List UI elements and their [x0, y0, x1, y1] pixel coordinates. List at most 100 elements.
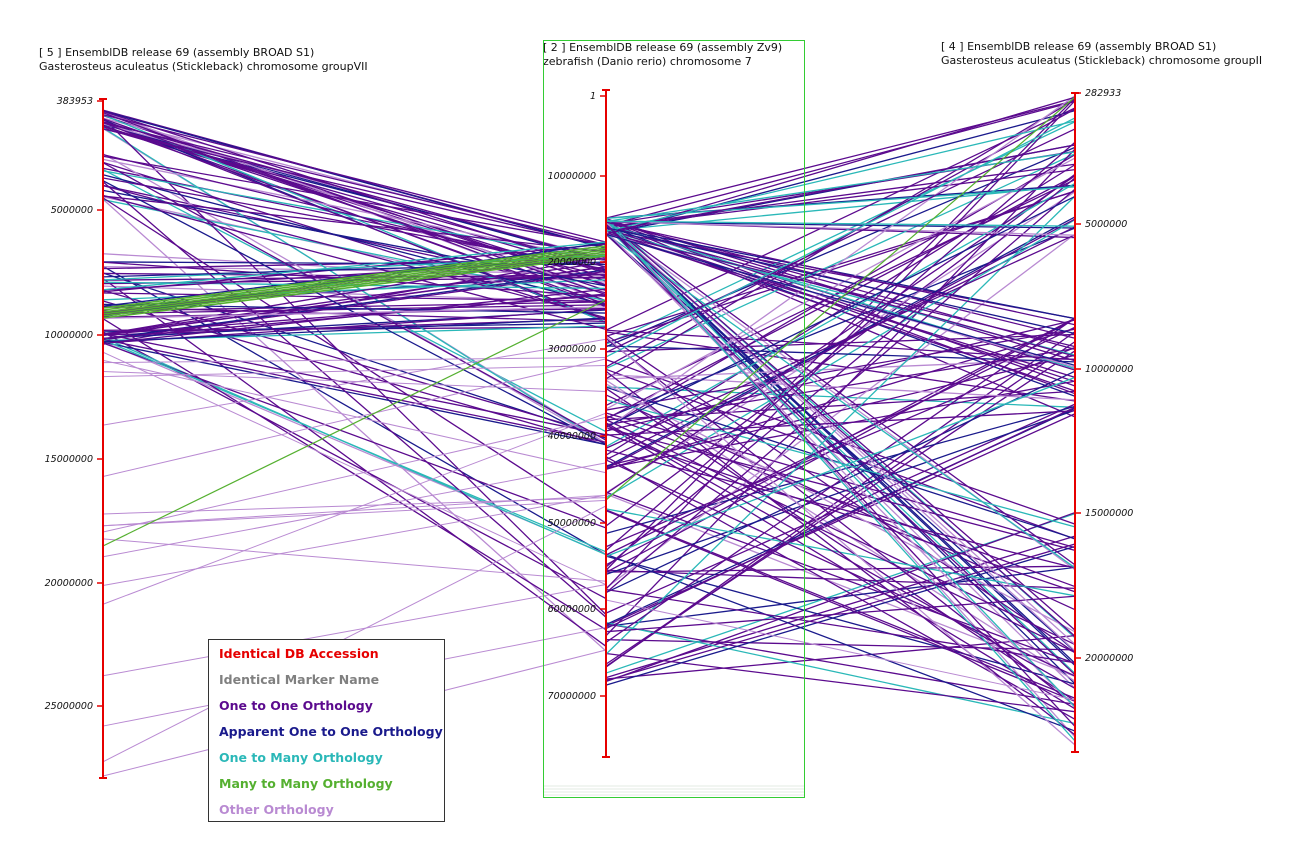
correspondence-line [605, 652, 1076, 713]
correspondence-line [102, 300, 607, 446]
map-subtitle-center: zebrafish (Danio rerio) chromosome 7 [543, 55, 752, 68]
legend-identical-marker-name: Identical Marker Name [219, 672, 380, 687]
correspondence-line [102, 333, 607, 436]
tick-label: 383953 [57, 96, 93, 107]
correspondence-line [102, 155, 607, 246]
correspondence-line [605, 588, 1076, 664]
correspondence-line [102, 118, 607, 296]
correspondence-line [605, 219, 1076, 742]
correspondence-line [605, 141, 1076, 551]
correspondence-line [605, 456, 1076, 720]
correspondence-line [102, 494, 607, 587]
correspondence-line [605, 95, 1076, 430]
map-header-right[interactable]: [ 4 ] EnsemblDB release 69 (assembly BRO… [941, 40, 1262, 68]
correspondence-line [605, 493, 1076, 678]
correspondence-line [605, 175, 1076, 420]
tick-label: 70000000 [548, 691, 596, 702]
correspondence-line [605, 623, 1076, 706]
correspondence-line [605, 163, 1076, 228]
correspondence-line [605, 221, 1076, 566]
correspondence-line [102, 265, 607, 556]
correspondence-line [605, 227, 1076, 383]
correspondence-line [605, 177, 1076, 568]
correspondence-line [605, 345, 1076, 363]
correspondence-line [605, 233, 1076, 366]
correspondence-line [605, 218, 1076, 470]
correspondence-line [605, 376, 1076, 557]
map-title-center: [ 2 ] EnsemblDB release 69 (assembly Zv9… [543, 41, 783, 54]
correspondence-line [605, 326, 1076, 556]
correspondence-line [102, 153, 607, 445]
correspondence-line [102, 416, 607, 533]
correspondence-line [605, 621, 1076, 725]
correspondence-line [605, 370, 1076, 736]
correspondence-line [605, 221, 1076, 326]
correspondence-line [605, 220, 1076, 227]
correspondence-line [102, 245, 607, 309]
correspondence-line [605, 346, 1076, 548]
correspondence-line [102, 351, 607, 586]
selected-map-box[interactable] [543, 40, 805, 798]
correspondence-line [605, 220, 1076, 236]
tick-label: 1 [590, 91, 596, 102]
correspondence-line [605, 148, 1076, 637]
correspondence-line [102, 161, 607, 321]
legend-identical-db-accession: Identical DB Accession [219, 646, 379, 661]
correspondence-line [605, 334, 1076, 654]
map-header-left[interactable]: [ 5 ] EnsemblDB release 69 (assembly BRO… [39, 46, 368, 74]
correspondence-line [605, 157, 1076, 410]
correspondence-line [605, 190, 1076, 337]
correspondence-line [605, 144, 1076, 233]
correspondence-line [102, 241, 607, 291]
correspondence-line [102, 121, 607, 321]
correspondence-line [102, 412, 607, 605]
correspondence-line [605, 327, 1076, 471]
correspondence-line [102, 189, 607, 287]
correspondence-line [605, 219, 1076, 631]
correspondence-line [605, 331, 1076, 402]
correspondence-line [605, 358, 1076, 525]
correspondence-line [605, 511, 1076, 683]
correspondence-line [102, 253, 607, 317]
tick-label: 15000000 [1085, 508, 1133, 519]
correspondence-line [102, 162, 607, 441]
correspondence-line [102, 255, 607, 319]
correspondence-line [605, 413, 1076, 627]
correspondence-line [605, 449, 1076, 569]
correspondence-line [605, 96, 1076, 236]
correspondence-line [605, 168, 1076, 229]
correspondence-line [605, 368, 1076, 540]
correspondence-line [605, 110, 1076, 235]
correspondence-line [605, 219, 1076, 499]
correspondence-line [102, 358, 607, 477]
correspondence-line [605, 424, 1076, 654]
correspondence-line [102, 338, 607, 426]
map-subtitle-left: Gasterosteus aculeatus (Stickleback) chr… [39, 60, 368, 73]
correspondence-line [605, 459, 1076, 677]
correspondence-line [605, 217, 1076, 708]
tick-label: 25000000 [45, 701, 93, 712]
chromosome-axes[interactable] [97, 89, 1081, 779]
correspondence-line [102, 306, 607, 323]
legend-one-to-many: One to Many Orthology [219, 750, 383, 765]
correspondence-line [102, 499, 607, 527]
correspondence-line [102, 341, 607, 446]
correspondence-line [605, 98, 1076, 380]
correspondence-line [605, 329, 1076, 361]
tick-label: 20000000 [1085, 653, 1133, 664]
correspondence-line [605, 226, 1076, 335]
correspondence-line [605, 182, 1076, 448]
correspondence-line [102, 462, 607, 558]
correspondence-line [102, 272, 607, 439]
correspondence-line [605, 422, 1076, 690]
correspondence-line [605, 226, 1076, 320]
correspondence-line [605, 427, 1076, 551]
correspondence-line [102, 177, 607, 270]
tick-label: 5000000 [51, 205, 93, 216]
correspondence-line [605, 146, 1076, 348]
correspondence-line [605, 336, 1076, 746]
selection-box-frame[interactable] [543, 40, 805, 798]
map-header-center[interactable]: [ 2 ] EnsemblDB release 69 (assembly Zv9… [543, 41, 782, 69]
correspondence-line [102, 123, 607, 262]
